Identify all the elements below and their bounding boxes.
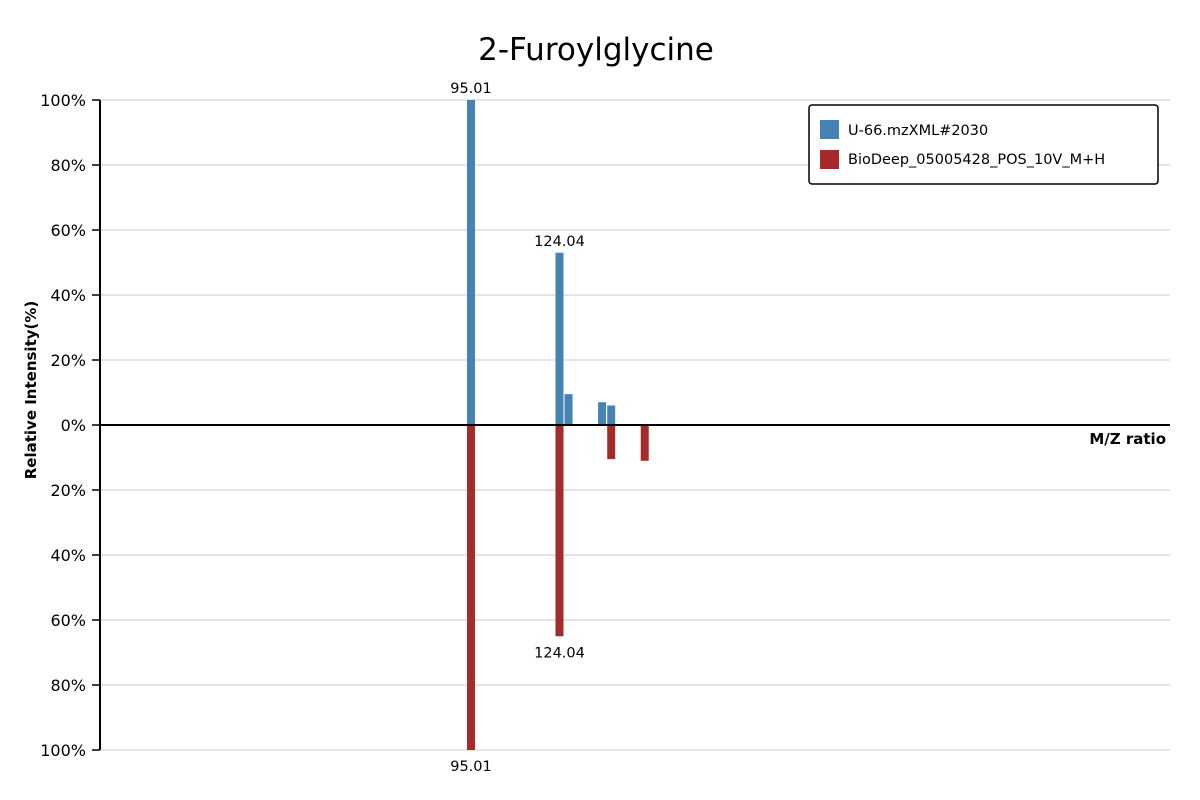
chart-title: 2-Furoylglycine xyxy=(478,32,714,68)
sample-peak-bar xyxy=(598,402,607,425)
peak-labels: 95.01 124.04 95.01 124.04 xyxy=(450,81,585,775)
legend: U-66.mzXML#2030 BioDeep_05005428_POS_10V… xyxy=(808,104,1159,185)
y-tick-label: 20% xyxy=(50,351,86,370)
y-tick-label: 100% xyxy=(40,91,86,110)
reference-peak-bar xyxy=(555,425,564,637)
reference-peak-label: 95.01 xyxy=(450,759,492,775)
sample-peak-bar xyxy=(564,394,573,425)
grid-lines xyxy=(100,99,1170,751)
reference-peak-bar xyxy=(640,425,649,461)
legend-swatch-series-2 xyxy=(820,150,839,169)
sample-peak-label: 124.04 xyxy=(534,234,585,250)
x-axis-label: M/Z ratio xyxy=(1089,430,1166,448)
legend-label-series-2: BioDeep_05005428_POS_10V_M+H xyxy=(848,152,1105,168)
sample-peak-bar xyxy=(555,252,564,425)
axes: 100% 80% 60% 40% 20% 0% 20% 40% 60% 80% 100% xyxy=(40,91,1170,760)
sample-peak-bar xyxy=(607,405,616,425)
legend-label-series-1: U-66.mzXML#2030 xyxy=(848,123,988,139)
y-tick-label: 60% xyxy=(50,221,86,240)
sample-peak-label: 95.01 xyxy=(450,81,492,97)
y-tick-label: 100% xyxy=(40,741,86,760)
legend-box xyxy=(808,104,1159,185)
y-tick-label: 20% xyxy=(50,481,86,500)
y-tick-label: 80% xyxy=(50,676,86,695)
y-tick-label: 80% xyxy=(50,156,86,175)
reference-peak-label: 124.04 xyxy=(534,645,585,661)
y-tick-label: 40% xyxy=(50,286,86,305)
sample-peak-bar xyxy=(467,100,475,425)
reference-peak-bar xyxy=(467,425,475,750)
y-tick-label: 60% xyxy=(50,611,86,630)
y-tick-label: 40% xyxy=(50,546,86,565)
legend-swatch-series-1 xyxy=(820,120,839,139)
reference-peak-bar xyxy=(607,425,616,460)
y-tick-label: 0% xyxy=(61,416,86,435)
peak-bars xyxy=(467,100,649,750)
y-axis-label: Relative Intensity(%) xyxy=(22,301,40,480)
